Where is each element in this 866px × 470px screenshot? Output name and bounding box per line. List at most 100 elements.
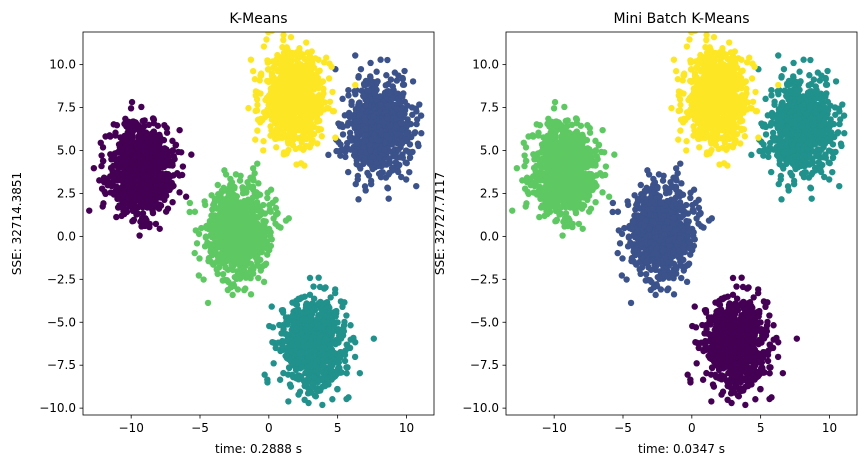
- scatter-point: [402, 176, 410, 183]
- scatter-point: [237, 172, 244, 180]
- scatter-point: [220, 258, 227, 265]
- scatter-point: [156, 225, 163, 232]
- scatter-point: [186, 199, 194, 207]
- scatter-point: [281, 78, 288, 85]
- scatter-point: [319, 401, 326, 409]
- scatter-point: [326, 330, 333, 337]
- scatter-point: [403, 129, 410, 137]
- scatter-point: [341, 351, 349, 359]
- scatter-point: [285, 215, 292, 222]
- scatter-point: [297, 373, 305, 380]
- scatter-point: [315, 274, 322, 281]
- scatter-point: [318, 311, 325, 319]
- scatter-point: [164, 205, 172, 212]
- scatter-point: [411, 129, 419, 136]
- scatter-point: [147, 184, 154, 191]
- scatter-point: [119, 182, 127, 190]
- scatter-point: [343, 364, 350, 371]
- scatter-point: [313, 316, 321, 323]
- scatter-point: [320, 300, 327, 307]
- scatter-point: [294, 55, 301, 62]
- scatter-point: [301, 162, 308, 169]
- scatter-point: [350, 334, 357, 342]
- scatter-point: [399, 81, 407, 88]
- scatter-point: [310, 283, 317, 290]
- scatter-point: [280, 330, 287, 337]
- scatter-point: [242, 189, 250, 196]
- scatter-point: [584, 121, 591, 129]
- scatter-point: [328, 63, 335, 71]
- scatter-point: [313, 363, 320, 370]
- cluster-1: [86, 98, 195, 239]
- scatter-point: [303, 135, 310, 143]
- scatter-point: [243, 258, 251, 265]
- scatter-point: [377, 127, 385, 135]
- scatter-point: [126, 167, 134, 175]
- scatter-point: [174, 170, 181, 177]
- scatter-point: [215, 239, 222, 247]
- scatter-point: [229, 263, 237, 271]
- scatter-point: [336, 364, 343, 372]
- scatter-point: [296, 48, 303, 55]
- scatter-point: [370, 132, 378, 139]
- scatter-point: [320, 85, 327, 93]
- scatter-point: [344, 122, 351, 129]
- scatter-point: [385, 195, 392, 202]
- scatter-point: [98, 152, 105, 159]
- scatter-point: [535, 129, 542, 136]
- scatter-point: [321, 334, 329, 342]
- scatter-point: [309, 137, 316, 144]
- scatter-point: [401, 67, 408, 75]
- scatter-point: [121, 200, 129, 207]
- scatter-point: [108, 152, 115, 159]
- scatter-point: [223, 277, 231, 284]
- scatter-point: [353, 140, 360, 147]
- scatter-point: [397, 92, 405, 100]
- scatter-point: [141, 193, 148, 201]
- scatter-point: [280, 49, 288, 56]
- scatter-point: [148, 205, 156, 213]
- scatter-point: [418, 130, 425, 137]
- scatter-point: [289, 50, 296, 57]
- scatter-point: [324, 319, 331, 326]
- scatter-point: [319, 361, 326, 368]
- scatter-point: [356, 369, 364, 377]
- scatter-point: [285, 398, 292, 405]
- scatter-point: [395, 72, 402, 79]
- scatter-point: [254, 203, 261, 210]
- scatter-point: [263, 245, 271, 252]
- scatter-point: [386, 169, 393, 176]
- scatter-point: [329, 88, 336, 96]
- scatter-point: [387, 90, 394, 98]
- scatter-point: [352, 52, 359, 59]
- scatter-point: [172, 142, 179, 149]
- scatter-point: [253, 96, 261, 103]
- scatter-point: [179, 163, 187, 170]
- scatter-point: [242, 237, 250, 244]
- scatter-point: [368, 80, 375, 87]
- scatter-point: [303, 309, 310, 316]
- scatter-point: [334, 386, 341, 393]
- scatter-point: [413, 120, 420, 128]
- scatter-point: [264, 379, 271, 386]
- scatter-point: [347, 137, 354, 144]
- scatter-point: [169, 198, 176, 206]
- scatter-point: [254, 116, 262, 123]
- scatter-point: [313, 386, 321, 394]
- scatter-point: [378, 118, 386, 125]
- scatter-point: [296, 388, 304, 395]
- scatter-point: [252, 136, 259, 143]
- scatter-point: [163, 129, 171, 136]
- scatter-point: [377, 56, 384, 63]
- y-tick-label: −10.0: [39, 401, 76, 415]
- scatter-point: [311, 374, 318, 381]
- scatter-point: [260, 147, 267, 154]
- scatter-point: [360, 92, 367, 100]
- scatter-point: [302, 125, 310, 132]
- scatter-point: [373, 68, 380, 75]
- scatter-point: [234, 257, 241, 264]
- scatter-point: [113, 122, 121, 129]
- scatter-point: [149, 133, 156, 140]
- scatter-point: [125, 145, 133, 152]
- scatter-point: [371, 84, 379, 92]
